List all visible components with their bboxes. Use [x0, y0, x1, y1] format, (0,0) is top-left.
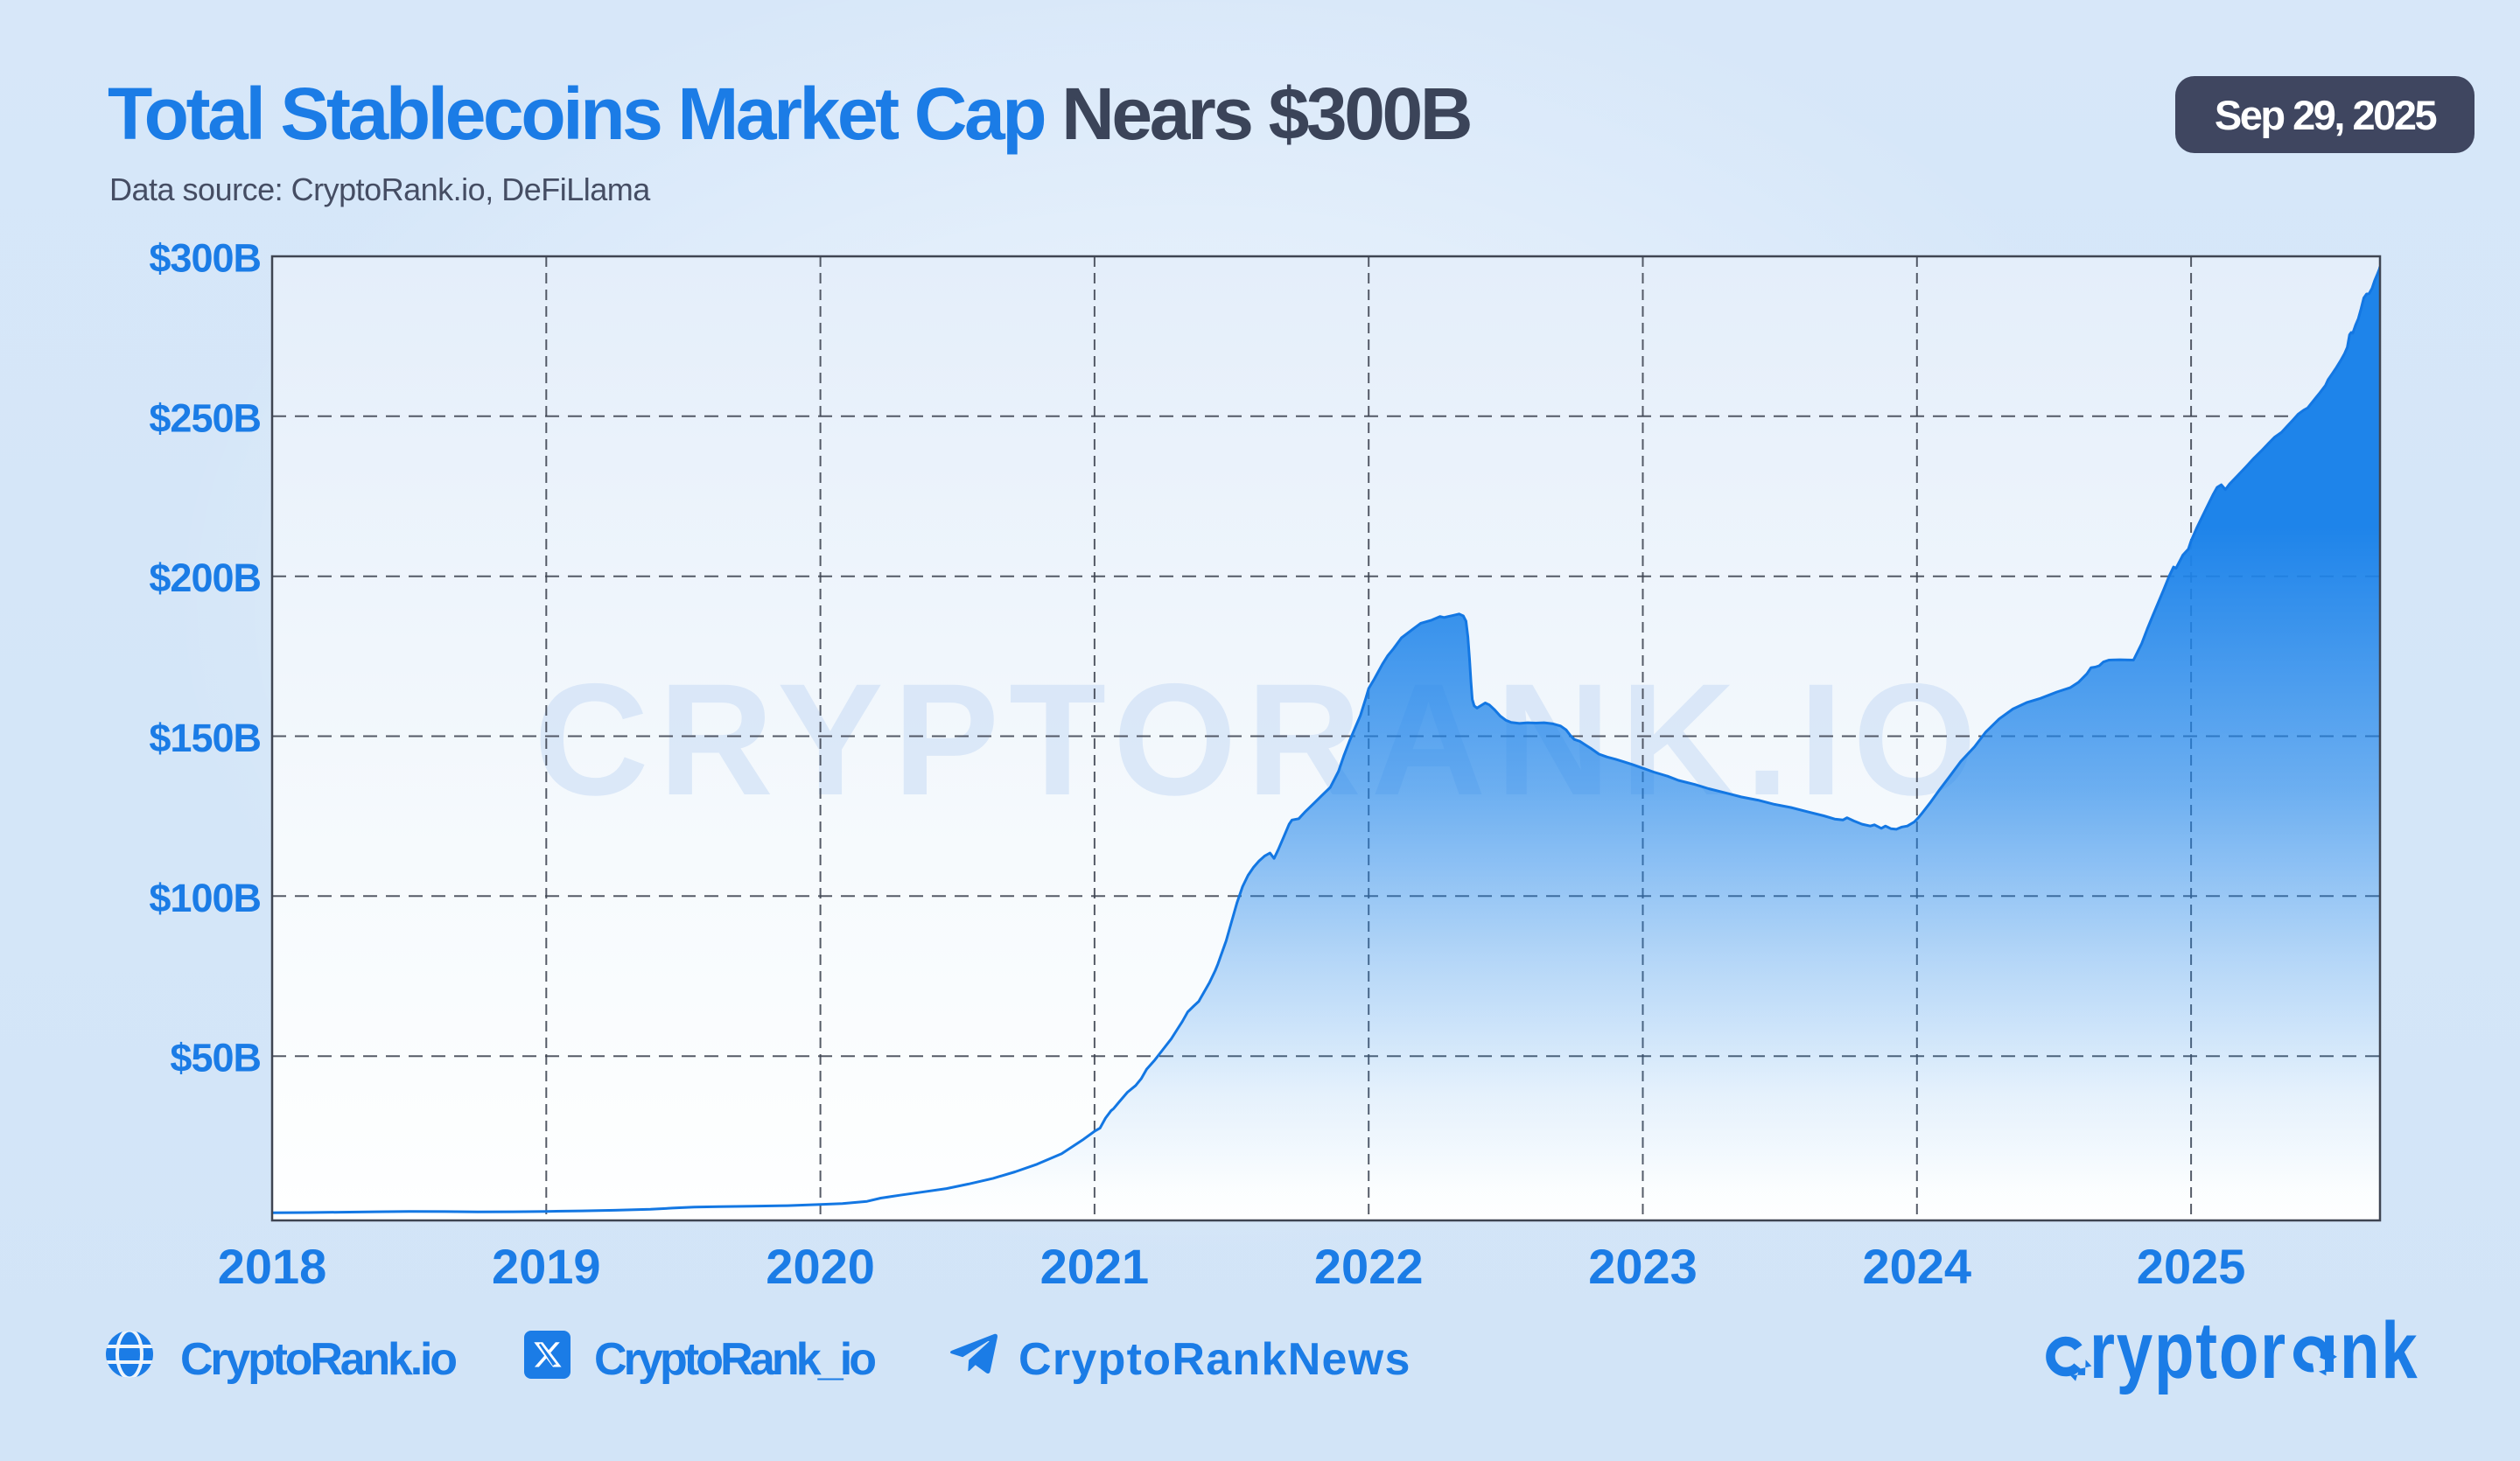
- svg-text:nk: nk: [2340, 1306, 2419, 1395]
- svg-text:2022: 2022: [1314, 1239, 1424, 1294]
- svg-text:$150B: $150B: [149, 716, 261, 760]
- svg-text:2021: 2021: [1040, 1239, 1150, 1294]
- svg-text:$100B: $100B: [149, 876, 261, 920]
- svg-text:$300B: $300B: [149, 236, 261, 281]
- svg-text:2019: 2019: [492, 1239, 601, 1294]
- svg-text:ryptor: ryptor: [2090, 1306, 2287, 1395]
- svg-text:$250B: $250B: [149, 395, 261, 440]
- svg-text:2018: 2018: [218, 1239, 327, 1294]
- svg-text:2024: 2024: [1863, 1239, 1972, 1294]
- svg-text:$200B: $200B: [149, 556, 261, 600]
- svg-text:2025: 2025: [2137, 1239, 2246, 1294]
- svg-text:$50B: $50B: [170, 1036, 261, 1080]
- svg-text:2020: 2020: [766, 1239, 875, 1294]
- svg-text:2023: 2023: [1588, 1239, 1698, 1294]
